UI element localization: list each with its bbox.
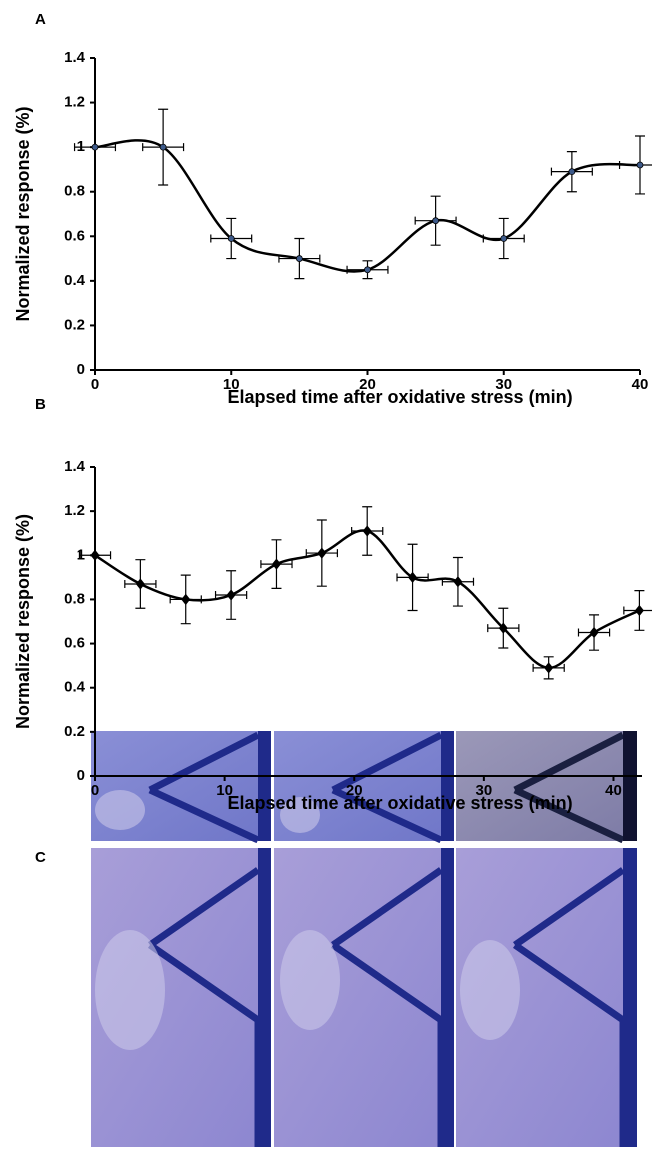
x-tick-label: 40 (605, 782, 622, 799)
marker (135, 578, 145, 590)
y-axis-label: Normalized response (%) (13, 514, 33, 729)
x-error-bar (618, 160, 652, 169)
y-tick-label: 1.4 (64, 49, 86, 66)
y-tick-label: 0.8 (64, 183, 85, 200)
marker (568, 168, 576, 176)
marker (500, 235, 508, 242)
panel-label: B (35, 396, 46, 413)
y-tick-label: 0.6 (64, 635, 85, 652)
marker (498, 622, 508, 634)
x-tick-label: 30 (495, 376, 512, 393)
cells (95, 790, 520, 1050)
y-tick-label: 0.8 (64, 590, 85, 607)
marker (271, 558, 281, 570)
y-tick-label: 0.4 (64, 272, 86, 289)
marker (90, 549, 100, 561)
x-tick-label: 20 (346, 782, 363, 799)
marker (364, 266, 371, 274)
marker (226, 589, 236, 601)
x-tick-label: 0 (91, 376, 99, 393)
micrographs (91, 731, 637, 1147)
marker (636, 161, 644, 169)
marker (544, 662, 554, 674)
y-axis-label: Normalized response (%) (13, 106, 33, 321)
y-tick-label: 0.6 (64, 227, 85, 244)
series-line (94, 139, 641, 273)
marker (634, 604, 644, 617)
x-axis-label: Elapsed time after oxidative stress (min… (227, 387, 572, 407)
y-tick-label: 0.2 (64, 316, 85, 333)
panel-label: A (35, 11, 46, 28)
marker (295, 255, 303, 262)
y-tick-label: 1.2 (64, 94, 85, 111)
marker (453, 576, 463, 588)
y-tick-label: 0 (77, 361, 85, 378)
marker (432, 217, 440, 225)
marker (408, 571, 418, 583)
cantilever-base (258, 731, 637, 1147)
marker (589, 626, 599, 639)
x-tick-label: 30 (476, 782, 493, 799)
marker (227, 235, 235, 242)
marker (181, 593, 191, 606)
x-tick-label: 0 (91, 782, 99, 799)
y-tick-label: 1.2 (64, 502, 85, 519)
y-tick-label: 1.4 (64, 458, 86, 475)
marker (362, 525, 372, 537)
x-tick-label: 10 (223, 376, 240, 393)
x-tick-label: 20 (359, 376, 376, 393)
micrograph (456, 731, 637, 841)
y-tick-label: 0.2 (64, 723, 85, 740)
y-tick-label: 0 (77, 767, 85, 784)
marker (317, 547, 327, 559)
x-tick-label: 40 (632, 376, 649, 393)
y-tick-label: 0.4 (64, 679, 86, 696)
marker (91, 143, 99, 151)
marker (159, 143, 167, 151)
x-tick-label: 10 (216, 782, 233, 799)
panel-label: C (35, 849, 46, 866)
x-axis-label: Elapsed time after oxidative stress (min… (227, 793, 572, 813)
